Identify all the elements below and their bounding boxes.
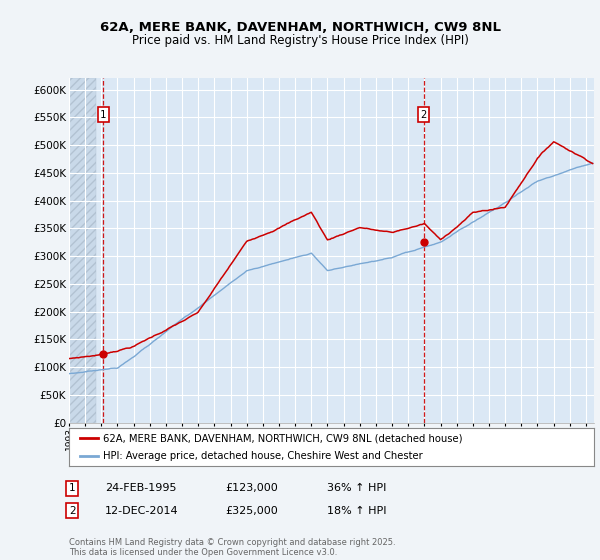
Text: Price paid vs. HM Land Registry's House Price Index (HPI): Price paid vs. HM Land Registry's House …	[131, 34, 469, 46]
Text: 24-FEB-1995: 24-FEB-1995	[105, 483, 176, 493]
Bar	[69, 78, 97, 423]
Text: Contains HM Land Registry data © Crown copyright and database right 2025.
This d: Contains HM Land Registry data © Crown c…	[69, 538, 395, 557]
Text: 18% ↑ HPI: 18% ↑ HPI	[327, 506, 386, 516]
Text: £123,000: £123,000	[225, 483, 278, 493]
Text: 62A, MERE BANK, DAVENHAM, NORTHWICH, CW9 8NL: 62A, MERE BANK, DAVENHAM, NORTHWICH, CW9…	[100, 21, 500, 34]
Text: 2: 2	[421, 110, 427, 119]
Text: 1: 1	[100, 110, 106, 119]
Text: 12-DEC-2014: 12-DEC-2014	[105, 506, 179, 516]
Text: 1: 1	[69, 483, 76, 493]
Text: 36% ↑ HPI: 36% ↑ HPI	[327, 483, 386, 493]
Text: £325,000: £325,000	[225, 506, 278, 516]
Text: 62A, MERE BANK, DAVENHAM, NORTHWICH, CW9 8NL (detached house): 62A, MERE BANK, DAVENHAM, NORTHWICH, CW9…	[103, 433, 463, 443]
Text: 2: 2	[69, 506, 76, 516]
Text: HPI: Average price, detached house, Cheshire West and Chester: HPI: Average price, detached house, Ches…	[103, 451, 423, 461]
